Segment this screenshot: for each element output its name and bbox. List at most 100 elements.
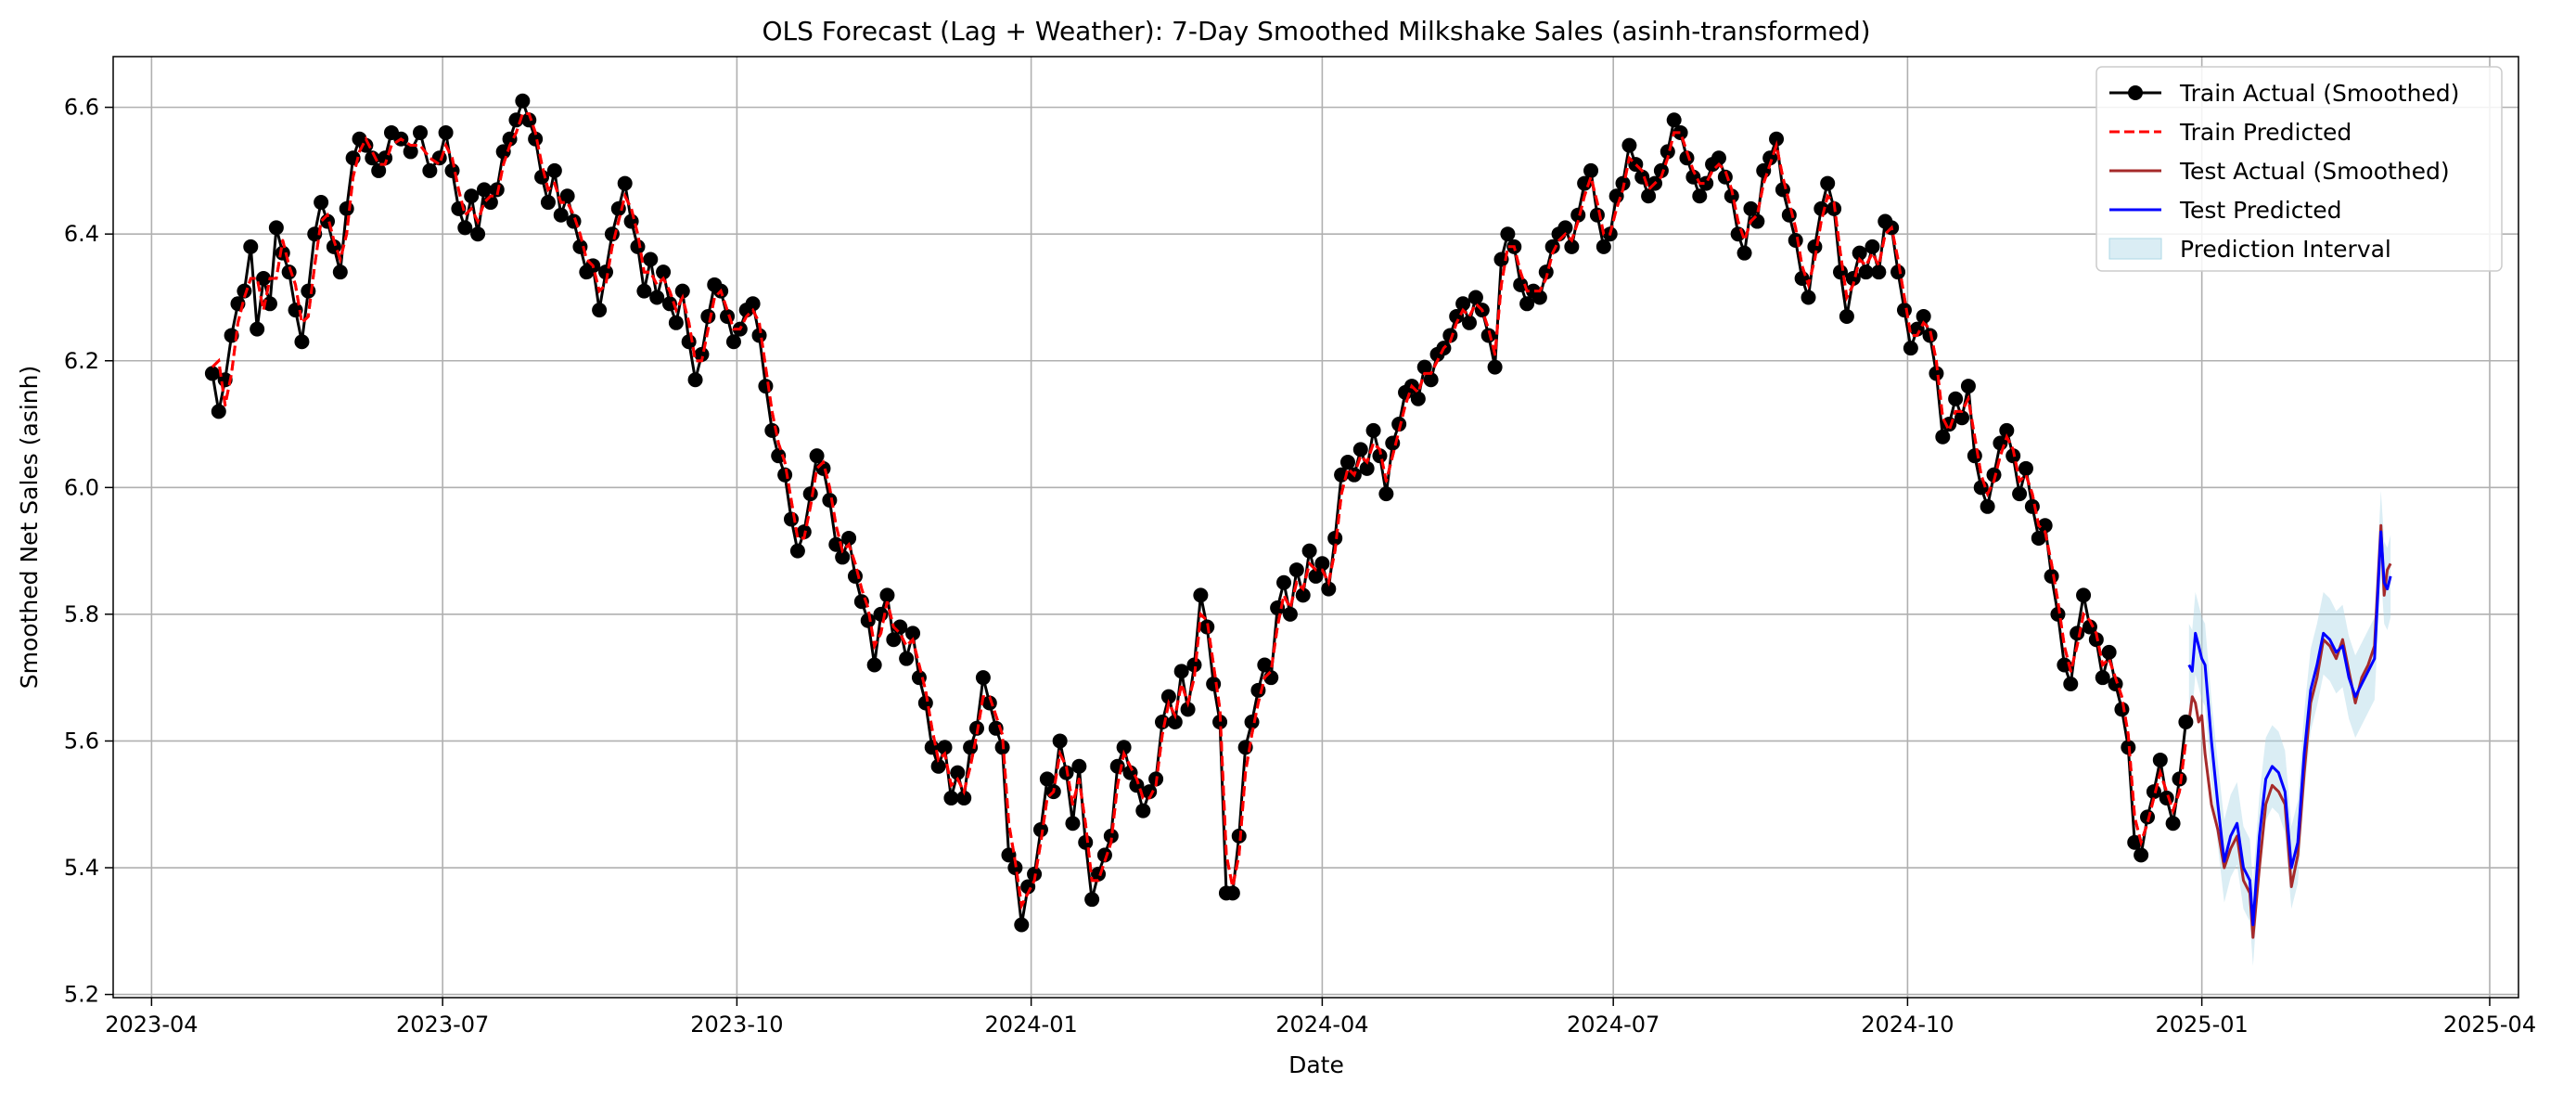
test-predicted-line bbox=[2187, 530, 2392, 926]
train-actual-point bbox=[2018, 460, 2033, 476]
train-actual-point bbox=[1532, 290, 1547, 305]
train-actual-point bbox=[1832, 264, 1848, 280]
x-axis-label: Date bbox=[1288, 1051, 1344, 1078]
train-actual-point bbox=[1378, 486, 1394, 502]
train-actual-point bbox=[237, 283, 252, 299]
train-actual-point bbox=[1084, 892, 1100, 908]
train-actual-point bbox=[1519, 296, 1535, 312]
train-actual-point bbox=[879, 587, 895, 603]
train-actual-point bbox=[1954, 410, 1970, 426]
train-actual-point bbox=[495, 144, 511, 160]
train-actual-point bbox=[534, 169, 550, 185]
train-actual-point bbox=[1724, 188, 1739, 204]
train-actual-point bbox=[528, 131, 544, 147]
train-actual-point bbox=[1282, 606, 1298, 622]
train-actual-point bbox=[1890, 264, 1906, 280]
train-actual-point bbox=[2095, 670, 2110, 686]
legend-label: Test Actual (Smoothed) bbox=[2179, 158, 2450, 185]
train-actual-point bbox=[604, 226, 620, 242]
train-actual-point bbox=[2146, 784, 2161, 800]
train-actual-point bbox=[1839, 308, 1854, 324]
train-actual-point bbox=[1589, 207, 1605, 223]
train-actual-point bbox=[371, 162, 387, 178]
train-actual-point bbox=[1513, 277, 1529, 292]
train-actual-point bbox=[847, 568, 863, 584]
legend-label: Test Predicted bbox=[2179, 197, 2342, 224]
train-actual-point bbox=[617, 175, 633, 191]
train-actual-point bbox=[1321, 581, 1337, 597]
y-tick-label: 5.4 bbox=[64, 855, 99, 881]
train-actual-point bbox=[1865, 239, 1880, 254]
train-actual-point bbox=[2076, 587, 2092, 603]
train-actual-point bbox=[1032, 822, 1048, 838]
train-actual-point bbox=[1039, 771, 1055, 787]
train-actual-point bbox=[464, 188, 480, 204]
train-actual-point bbox=[457, 220, 473, 236]
train-actual-point bbox=[841, 530, 857, 546]
train-actual-point bbox=[204, 366, 220, 381]
train-actual-point bbox=[521, 112, 537, 128]
train-actual-point bbox=[828, 536, 844, 552]
train-actual-point bbox=[1193, 587, 1209, 603]
legend-box bbox=[2095, 66, 2503, 272]
train-actual-point bbox=[1813, 200, 1829, 216]
train-actual-point bbox=[1980, 498, 1995, 514]
y-tick-label: 6.4 bbox=[64, 221, 99, 247]
train-actual-point bbox=[1653, 162, 1669, 178]
y-tick-label: 5.2 bbox=[64, 982, 99, 1008]
train-actual-point bbox=[835, 549, 851, 565]
train-actual-point bbox=[905, 625, 921, 641]
train-actual-point bbox=[1308, 568, 1324, 584]
train-actual-point bbox=[1858, 264, 1874, 280]
train-actual-point bbox=[559, 188, 575, 204]
train-actual-point bbox=[403, 144, 418, 160]
train-actual-point bbox=[1442, 328, 1458, 343]
train-actual-point bbox=[1276, 574, 1292, 590]
train-actual-point bbox=[1372, 448, 1388, 464]
train-actual-point bbox=[1416, 359, 1432, 375]
train-actual-point bbox=[2114, 702, 2130, 717]
train-actual-point bbox=[2044, 568, 2059, 584]
train-actual-point bbox=[1339, 455, 1355, 471]
train-actual-point bbox=[725, 334, 741, 350]
train-actual-point bbox=[1916, 308, 1931, 324]
train-actual-point bbox=[2012, 486, 2028, 502]
train-actual-point bbox=[2140, 809, 2156, 825]
train-actual-point bbox=[630, 239, 646, 254]
train-actual-point bbox=[476, 182, 492, 198]
train-actual-point bbox=[649, 290, 665, 305]
x-tick-label: 2025-04 bbox=[2443, 1012, 2536, 1038]
legend: Train Actual (Smoothed) Train Predicted Te… bbox=[2095, 66, 2503, 272]
train-actual-point bbox=[2057, 657, 2072, 673]
x-tick-label: 2023-07 bbox=[396, 1012, 489, 1038]
train-actual-point bbox=[2134, 847, 2149, 863]
x-tick-label: 2025-01 bbox=[2155, 1012, 2248, 1038]
train-actual-point bbox=[2063, 677, 2079, 691]
train-actual-point bbox=[886, 632, 902, 648]
train-actual-point bbox=[981, 695, 997, 711]
train-actual-point bbox=[1103, 828, 1119, 844]
x-axis-ticks: 2023-04 2023-07 2023-10 2024-01 2024-04 2024-… bbox=[105, 998, 2536, 1038]
train-actual-point bbox=[668, 315, 684, 330]
train-actual-point bbox=[860, 612, 876, 628]
train-actual-point bbox=[470, 226, 486, 242]
train-actual-point bbox=[1173, 664, 1189, 679]
train-actual-point bbox=[1769, 131, 1785, 147]
train-actual-point bbox=[1301, 543, 1317, 559]
train-actual-point bbox=[1698, 175, 1714, 191]
train-actual-point bbox=[314, 195, 329, 211]
train-actual-point bbox=[771, 448, 787, 464]
train-actual-point bbox=[1500, 226, 1516, 242]
train-actual-point bbox=[1711, 150, 1726, 166]
train-actual-point bbox=[1014, 917, 1030, 933]
train-actual-point bbox=[515, 93, 531, 109]
train-actual-point bbox=[1455, 296, 1471, 312]
train-actual-point bbox=[937, 740, 953, 755]
train-actual-point bbox=[2024, 498, 2040, 514]
train-actual-point bbox=[1480, 328, 1496, 343]
train-actual-point bbox=[956, 790, 972, 806]
train-actual-point bbox=[1231, 828, 1247, 844]
train-actual-point bbox=[1180, 702, 1196, 717]
train-actual-point bbox=[256, 270, 272, 286]
